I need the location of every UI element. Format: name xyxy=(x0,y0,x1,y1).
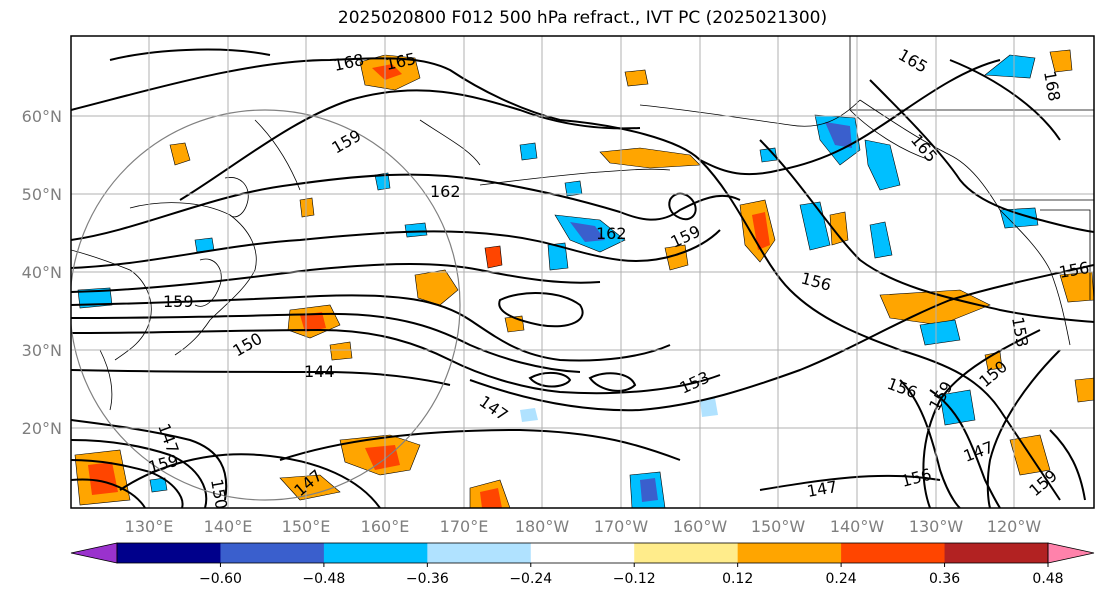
colorbar-tick-label: −0.24 xyxy=(509,571,552,587)
contour-label: 156 xyxy=(899,465,933,491)
graticule xyxy=(71,36,1094,508)
map-title: 2025020800 F012 500 hPa refract., IVT PC… xyxy=(337,8,828,28)
lon-tick-label: 140°W xyxy=(830,517,885,536)
colorbar-swatch xyxy=(323,543,428,563)
contour-label: 162 xyxy=(430,182,461,201)
colorbar-swatch xyxy=(944,543,1049,563)
contour-label: 150 xyxy=(230,329,266,361)
colorbar-tick-label: −0.60 xyxy=(199,571,242,587)
colorbar-swatch xyxy=(737,543,842,563)
lon-tick-label: 170°E xyxy=(440,517,489,536)
contour-label: 165 xyxy=(895,45,931,77)
latitude-labels: 60°N 50°N 40°N 30°N 20°N xyxy=(22,107,62,438)
contour-label: 147 xyxy=(476,392,512,425)
colorbar: −0.60 −0.48 −0.36 −0.24 −0.12 0.12 0.24 0.36 0.4… xyxy=(70,542,1095,587)
colorbar-swatch xyxy=(530,543,635,563)
lon-tick-label: 180°W xyxy=(515,517,570,536)
contour-label: 159 xyxy=(329,126,365,158)
contour-label: 147 xyxy=(805,477,838,501)
contour-label: 144 xyxy=(304,362,335,381)
colorbar-tick-label: −0.36 xyxy=(406,571,449,587)
lon-tick-label: 120°W xyxy=(987,517,1042,536)
contour-label: 159 xyxy=(163,292,194,311)
lat-tick-label: 30°N xyxy=(22,341,62,360)
range-circle xyxy=(71,109,461,501)
longitude-labels: 130°E 140°E 150°E 160°E 170°E 180°W 170°… xyxy=(125,517,1042,536)
colorbar-extend-low xyxy=(70,542,118,564)
colorbar-tick-label: 0.12 xyxy=(722,571,753,587)
colorbar-swatch xyxy=(117,543,221,563)
lon-tick-label: 140°E xyxy=(204,517,253,536)
contour-label: 147 xyxy=(961,437,996,465)
colorbar-tick-label: −0.12 xyxy=(613,571,656,587)
contour-label: 150 xyxy=(207,477,231,510)
contour-label: 156 xyxy=(885,374,920,402)
contour-label: 168 xyxy=(332,50,366,75)
colorbar-swatch xyxy=(841,543,946,563)
lat-tick-label: 60°N xyxy=(22,107,62,126)
contour-label: 159 xyxy=(146,451,180,477)
colorbar-swatch xyxy=(634,543,739,563)
lat-tick-label: 50°N xyxy=(22,185,62,204)
colorbar-swatches xyxy=(70,542,1095,564)
colorbar-tick-label: 0.36 xyxy=(929,571,960,587)
contour-label: 162 xyxy=(596,224,627,243)
colorbar-frame xyxy=(116,542,1049,564)
lon-tick-label: 170°W xyxy=(594,517,649,536)
colorbar-swatch xyxy=(220,543,325,563)
colorbar-extend-high xyxy=(1047,542,1095,564)
contour-label: 168 xyxy=(1040,69,1064,102)
lon-tick-label: 130°W xyxy=(909,517,964,536)
lon-tick-label: 150°E xyxy=(282,517,331,536)
lon-tick-label: 160°E xyxy=(361,517,410,536)
colorbar-tick-label: −0.48 xyxy=(302,571,345,587)
colorbar-tick-label: 0.24 xyxy=(826,571,857,587)
lon-tick-label: 150°W xyxy=(751,517,806,536)
map-frame xyxy=(70,35,1095,509)
lon-tick-label: 130°E xyxy=(125,517,174,536)
coastline-layer xyxy=(71,36,1094,411)
contour-layer xyxy=(71,48,1094,508)
colorbar-tick-label: 0.48 xyxy=(1032,571,1063,587)
lat-tick-label: 40°N xyxy=(22,263,62,282)
lat-tick-label: 20°N xyxy=(22,419,62,438)
colorbar-ticks: −0.60 −0.48 −0.36 −0.24 −0.12 0.12 0.24 0.36 0.4… xyxy=(199,563,1064,587)
contour-label: 153 xyxy=(677,367,713,397)
colorbar-swatch xyxy=(427,543,532,563)
lon-tick-label: 160°W xyxy=(673,517,728,536)
